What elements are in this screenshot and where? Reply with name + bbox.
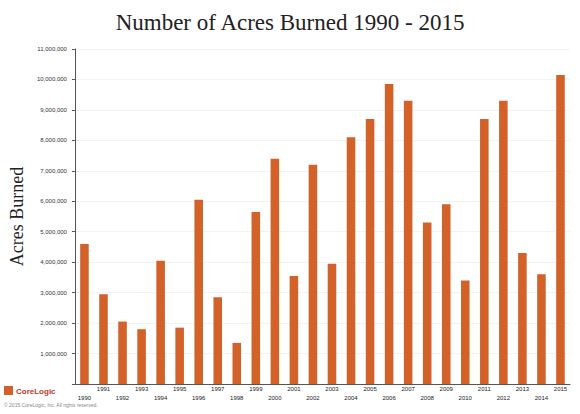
svg-text:4,000,000: 4,000,000 — [40, 259, 67, 265]
svg-text:2000: 2000 — [268, 395, 282, 401]
svg-text:2,000,000: 2,000,000 — [40, 320, 67, 326]
svg-text:6,000,000: 6,000,000 — [40, 198, 67, 204]
svg-text:2003: 2003 — [325, 386, 339, 392]
svg-text:Acres Burned: Acres Burned — [7, 167, 27, 266]
svg-text:1995: 1995 — [173, 386, 187, 392]
svg-text:2014: 2014 — [535, 395, 549, 401]
svg-text:2002: 2002 — [306, 395, 320, 401]
svg-text:2001: 2001 — [287, 386, 301, 392]
svg-text:2010: 2010 — [459, 395, 473, 401]
svg-text:1999: 1999 — [249, 386, 263, 392]
svg-text:2015: 2015 — [554, 386, 568, 392]
svg-text:2005: 2005 — [363, 386, 377, 392]
svg-text:8,000,000: 8,000,000 — [40, 137, 67, 143]
svg-text:7,000,000: 7,000,000 — [40, 168, 67, 174]
svg-text:2013: 2013 — [516, 386, 530, 392]
svg-text:1998: 1998 — [230, 395, 244, 401]
svg-text:CoreLogic: CoreLogic — [16, 387, 56, 396]
svg-text:2007: 2007 — [401, 386, 415, 392]
svg-text:1996: 1996 — [192, 395, 206, 401]
svg-text:1991: 1991 — [97, 386, 111, 392]
svg-text:2006: 2006 — [382, 395, 396, 401]
svg-text:2008: 2008 — [421, 395, 435, 401]
svg-text:Number of Acres Burned 1990 -: Number of Acres Burned 1990 - 2015 — [116, 10, 465, 35]
svg-text:2011: 2011 — [478, 386, 492, 392]
svg-text:1994: 1994 — [154, 395, 168, 401]
svg-text:1997: 1997 — [211, 386, 225, 392]
svg-text:2012: 2012 — [497, 395, 511, 401]
svg-text:2009: 2009 — [440, 386, 454, 392]
svg-text:5,000,000: 5,000,000 — [40, 229, 67, 235]
svg-text:3,000,000: 3,000,000 — [40, 290, 67, 296]
svg-text:10,000,000: 10,000,000 — [37, 76, 68, 82]
svg-text:11,000,000: 11,000,000 — [37, 46, 67, 52]
svg-text:2004: 2004 — [344, 395, 358, 401]
svg-text:1992: 1992 — [116, 395, 130, 401]
svg-text:© 2015 CoreLogic, Inc. All rig: © 2015 CoreLogic, Inc. All rights reserv… — [4, 402, 98, 408]
svg-text:1990: 1990 — [78, 395, 92, 401]
svg-text:9,000,000: 9,000,000 — [40, 107, 67, 113]
svg-text:1,000,000: 1,000,000 — [40, 351, 67, 357]
svg-text:1993: 1993 — [135, 386, 149, 392]
